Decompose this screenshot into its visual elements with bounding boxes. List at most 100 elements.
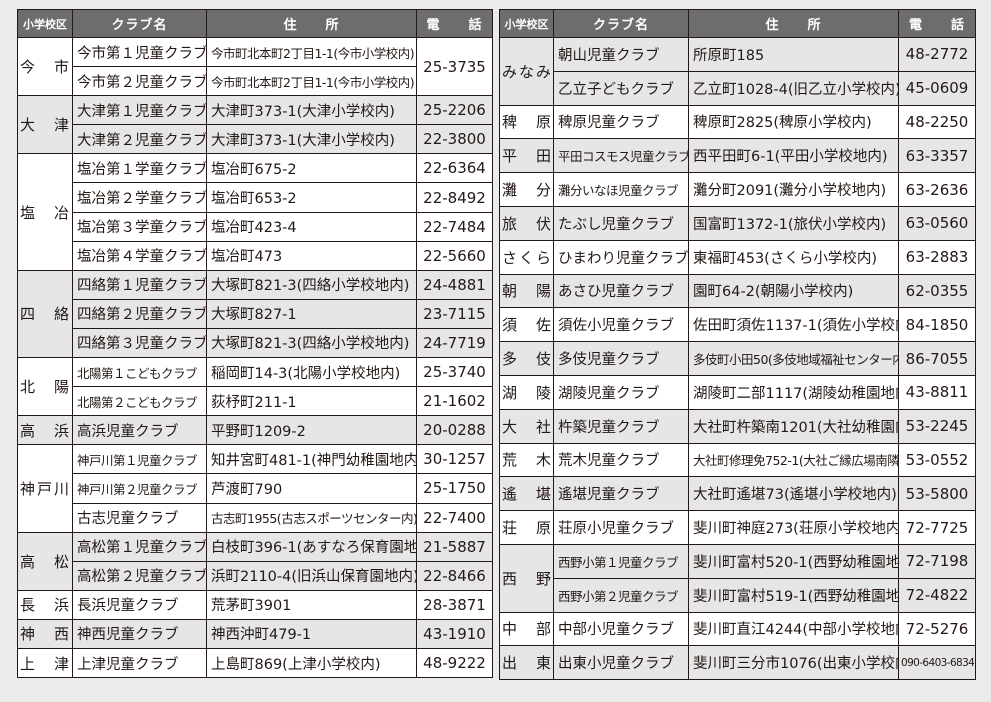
- club-address: 塩冶町423-4: [206, 211, 417, 242]
- table-row: 荘 原荘原小児童クラブ 斐川町神庭273(荘原小学校地内) 72-7725: [499, 510, 976, 545]
- school-district: さくら: [499, 239, 554, 275]
- club-name: 四絡第１児童クラブ: [72, 269, 207, 300]
- school-district: 朝 陽: [499, 273, 554, 309]
- school-district: 稗 原: [499, 104, 554, 140]
- school-district: 今 市: [17, 36, 73, 97]
- table-row: 今市第２児童クラブ 今市町北本町2丁目1-1(今市小学校内): [18, 66, 493, 97]
- phone-number: 48-2772: [898, 37, 976, 72]
- table-row: 平 田平田コスモス児童クラブ 西平田町6-1(平田小学校地内) 63-3357: [499, 138, 976, 174]
- club-name: 北陽第１こどもクラブ: [72, 357, 207, 388]
- table-row: 稗 原稗原児童クラブ 稗原町2825(稗原小学校内) 48-2250: [499, 104, 976, 140]
- phone-number: 090-6403-6834: [898, 645, 976, 681]
- club-name: たぶし児童クラブ: [553, 205, 689, 241]
- phone-number: 25-3735: [416, 36, 493, 97]
- school-district: 出 東: [499, 645, 554, 681]
- club-address: 大塚町821-3(四絡小学校地内): [206, 269, 417, 300]
- phone-number: 43-1910: [416, 618, 493, 649]
- club-address: 所原町185: [688, 37, 899, 72]
- table-row: 四 絡四絡第１児童クラブ 大塚町821-3(四絡小学校地内) 24-4881: [17, 269, 493, 359]
- club-name: 遙堪児童クラブ: [553, 476, 689, 512]
- phone-number: 25-1750: [416, 473, 493, 504]
- header-address: 住 所: [206, 9, 417, 38]
- club-name: 神戸川第２児童クラブ: [72, 473, 207, 504]
- club-address: 荒茅町3901: [206, 589, 417, 620]
- club-name: 稗原児童クラブ: [553, 104, 689, 140]
- school-district: 神 西: [17, 618, 73, 649]
- club-address: 知井宮町481-1(神門幼稚園地内): [206, 444, 417, 475]
- school-district: 長 浜: [17, 589, 73, 620]
- club-address: 東福町453(さくら小学校内): [688, 239, 899, 275]
- phone-number: 22-8492: [416, 182, 493, 213]
- phone-number: 72-5276: [898, 611, 976, 647]
- club-address: 乙立町1028-4(旧乙立小学校内): [688, 70, 899, 106]
- club-name: 須佐小児童クラブ: [553, 307, 689, 343]
- table-row: 四絡第２児童クラブ 大塚町827-1 23-7115: [18, 298, 493, 329]
- club-name: 四絡第２児童クラブ: [72, 298, 207, 329]
- club-name: 西野小第２児童クラブ: [553, 577, 689, 613]
- school-district: 平 田: [499, 138, 554, 174]
- club-name: 出東小児童クラブ: [553, 645, 689, 681]
- club-address: 湖陵町二部1117(湖陵幼稚園地内): [688, 374, 899, 410]
- table-row: 出 東出東小児童クラブ 斐川町三分市1076(出東小学校内) 090-6403-68…: [499, 645, 976, 681]
- school-district: 神戸川: [17, 444, 73, 533]
- club-address: 荻杼町211-1: [206, 386, 417, 417]
- club-name: 荘原小児童クラブ: [553, 510, 689, 545]
- club-name: 高松第１児童クラブ: [72, 531, 207, 562]
- table-row: 北陽第２こどもクラブ 荻杼町211-1 21-1602: [18, 386, 493, 417]
- phone-number: 30-1257: [416, 444, 493, 475]
- phone-number: 22-3800: [416, 124, 493, 155]
- club-address: 国富町1372-1(旅伏小学校内): [688, 205, 899, 241]
- school-district: 塩 冶: [17, 153, 73, 271]
- table-row: 高 松高松第１児童クラブ 白枝町396-1(あすなろ保育園地内) 21-5887: [17, 531, 493, 591]
- phone-number: 72-4822: [898, 577, 976, 613]
- club-name: 高松第２児童クラブ: [72, 560, 207, 591]
- phone-number: 63-0560: [898, 205, 976, 241]
- club-table-left: 小学校区 クラブ名 住 所 電 話 今 市今市第１児童クラブ 今市町北本町2丁目1…: [17, 9, 493, 679]
- school-district: 北 陽: [17, 357, 73, 417]
- school-district: 高 浜: [17, 415, 73, 446]
- club-name: 高浜児童クラブ: [72, 415, 207, 446]
- club-address: 今市町北本町2丁目1-1(今市小学校内): [206, 36, 417, 68]
- table-row: 西 野西野小第１児童クラブ 斐川町富村520-1(西野幼稚園地内) 72-7198: [499, 543, 976, 613]
- table-row: 塩 冶塩冶第１学童クラブ 塩冶町675-2 22-6364: [17, 153, 493, 271]
- club-name: 古志児童クラブ: [72, 502, 207, 533]
- club-address: 浜町2110-4(旧浜山保育園地内): [206, 560, 417, 591]
- header-phone: 電 話: [898, 9, 976, 38]
- club-address: 古志町1955(古志スポーツセンター内): [206, 502, 417, 533]
- phone-number: 63-3357: [898, 138, 976, 174]
- club-address: 園町64-2(朝陽小学校内): [688, 273, 899, 309]
- table-row: 灘 分灘分いなほ児童クラブ 灘分町2091(灘分小学校地内) 63-2636: [499, 172, 976, 207]
- table-row: 神 西神西児童クラブ 神西沖町479-1 43-1910: [17, 618, 493, 649]
- club-name: 大津第１児童クラブ: [72, 95, 207, 126]
- table-row: 中 部中部小児童クラブ 斐川町直江4244(中部小学校地内) 72-5276: [499, 611, 976, 647]
- table-row: 多 伎多伎児童クラブ 多伎町小田50(多伎地域福祉センター内) 86-7055: [499, 341, 976, 376]
- phone-number: 53-2245: [898, 408, 976, 444]
- table-row: 神戸川 神戸川第１児童クラブ 知井宮町481-1(神門幼稚園地内) 30-1257: [17, 444, 493, 533]
- header-club: クラブ名: [553, 9, 689, 38]
- phone-number: 53-5800: [898, 476, 976, 512]
- phone-number: 63-2636: [898, 172, 976, 207]
- phone-number: 43-8811: [898, 374, 976, 410]
- club-name: 上津児童クラブ: [72, 647, 207, 679]
- club-address: 稲岡町14-3(北陽小学校地内): [206, 357, 417, 388]
- school-district: 大 社: [499, 408, 554, 444]
- club-address: 白枝町396-1(あすなろ保育園地内): [206, 531, 417, 562]
- table-row: 旅 伏たぶし児童クラブ 国富町1372-1(旅伏小学校内) 63-0560: [499, 205, 976, 241]
- club-name: 今市第１児童クラブ: [72, 36, 207, 68]
- header-club: クラブ名: [72, 9, 207, 38]
- club-address: 稗原町2825(稗原小学校内): [688, 104, 899, 140]
- club-name: 塩冶第４学童クラブ: [72, 240, 207, 271]
- header-row: 小学校区 クラブ名 住 所 電 話: [17, 9, 493, 38]
- phone-number: 25-3740: [416, 357, 493, 388]
- phone-number: 72-7198: [898, 543, 976, 579]
- club-name: 塩冶第２学童クラブ: [72, 182, 207, 213]
- club-address: 斐川町三分市1076(出東小学校内): [688, 645, 899, 681]
- school-district: 旅 伏: [499, 205, 554, 241]
- club-address: 大社町遙堪73(遙堪小学校地内): [688, 476, 899, 512]
- table-row: さくら ひまわり児童クラブ 東福町453(さくら小学校内) 63-2883: [499, 239, 976, 275]
- club-name: 今市第２児童クラブ: [72, 66, 207, 97]
- school-district: 四 絡: [17, 269, 73, 359]
- table-row: 大 津大津第１児童クラブ 大津町373-1(大津小学校内) 25-2206: [17, 95, 493, 155]
- club-name: 平田コスモス児童クラブ: [553, 138, 689, 174]
- phone-number: 72-7725: [898, 510, 976, 545]
